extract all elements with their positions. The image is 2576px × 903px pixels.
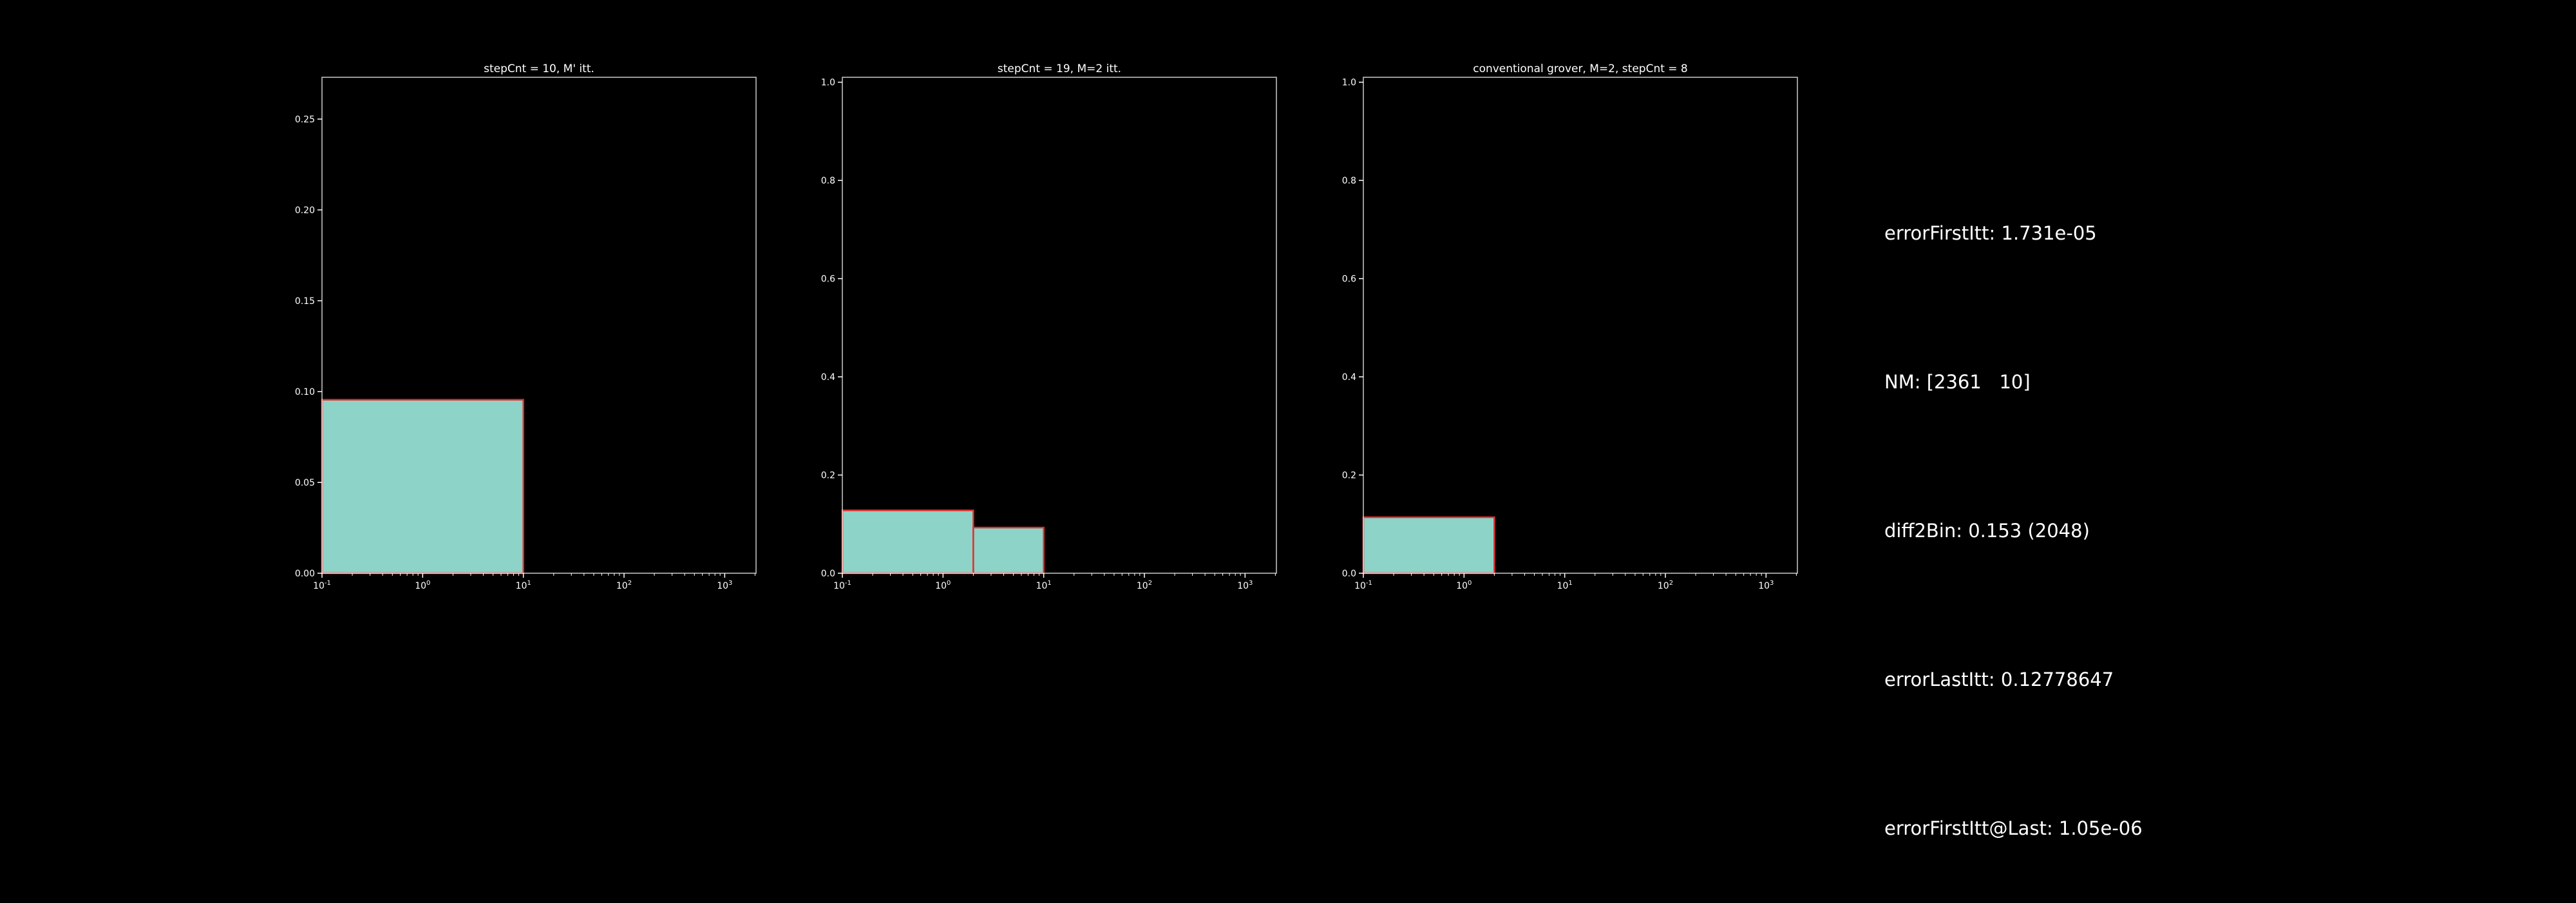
- x-tick-label: 101: [1557, 580, 1573, 591]
- x-tick-label: 102: [1658, 580, 1673, 591]
- y-tick-label: 0.10: [295, 387, 315, 397]
- y-tick-label: 0.6: [821, 274, 835, 285]
- y-tick-label: 0.6: [1342, 274, 1356, 285]
- chart-title: stepCnt = 19, M=2 itt.: [998, 62, 1121, 75]
- x-tick-label: 102: [616, 580, 632, 591]
- y-tick-label: 1.0: [1342, 78, 1356, 88]
- x-tick-label: 100: [1456, 580, 1472, 591]
- x-tick-label: 101: [1036, 580, 1052, 591]
- chart-2: stepCnt = 19, M=2 itt. 0.0 0.2 0.4 0.6 0.8 1.0…: [821, 62, 1277, 591]
- y-tick-label: 0.2: [821, 471, 835, 481]
- info-panel: errorFirstItt: 1.731e-05 NM: [2361 10] d…: [1884, 109, 2143, 903]
- y-tick-label: 0.15: [295, 296, 315, 307]
- chart-3: conventional grover, M=2, stepCnt = 8 0.0…: [1342, 62, 1798, 591]
- histogram-bar: [1362, 516, 1495, 575]
- y-tick-label: 1.0: [821, 78, 835, 88]
- y-tick-label: 0.20: [295, 205, 315, 216]
- histogram-bar: [321, 399, 524, 575]
- x-tick-label: 10-1: [833, 580, 851, 591]
- x-tick-label: 101: [516, 580, 531, 591]
- y-tick-label: 0.05: [295, 478, 315, 488]
- info-line-error-first-itt: errorFirstItt: 1.731e-05: [1884, 222, 2097, 244]
- axes-frame: [842, 77, 1277, 574]
- info-line-nm: NM: [2361 10]: [1884, 371, 2031, 393]
- chart-title: conventional grover, M=2, stepCnt = 8: [1473, 62, 1688, 75]
- x-tick-label: 103: [1237, 580, 1253, 591]
- y-tick-label: 0.2: [1342, 471, 1356, 481]
- y-tick-label: 0.4: [1342, 372, 1356, 383]
- info-line-error-last-itt: errorLastItt: 0.12778647: [1884, 669, 2114, 690]
- histogram-bar: [972, 526, 1045, 575]
- x-tick-label: 103: [717, 580, 732, 591]
- chart-1: stepCnt = 10, M' itt. 0.00 0.05 0.10 0.15 0.2…: [295, 62, 757, 591]
- x-tick-label: 100: [415, 580, 430, 591]
- x-tick-label: 10-1: [1354, 580, 1372, 591]
- y-tick-label: 0.0: [821, 569, 835, 579]
- y-tick-label: 0.8: [1342, 176, 1356, 186]
- y-tick-label: 0.0: [1342, 569, 1356, 579]
- axes-frame: [1363, 77, 1798, 574]
- axes-frame: [321, 77, 757, 574]
- y-tick-label: 0.00: [295, 569, 315, 579]
- info-line-error-first-itt-at-last: errorFirstItt@Last: 1.05e-06: [1884, 817, 2143, 839]
- info-line-diff2bin: diff2Bin: 0.153 (2048): [1884, 520, 2090, 542]
- x-tick-label: 102: [1137, 580, 1152, 591]
- y-tick-label: 0.25: [295, 115, 315, 125]
- y-tick-label: 0.4: [821, 372, 835, 383]
- x-tick-label: 100: [935, 580, 951, 591]
- figure-canvas: stepCnt = 10, M' itt. 0.00 0.05 0.10 0.15 0.2…: [295, 62, 1798, 591]
- y-tick-label: 0.8: [821, 176, 835, 186]
- x-tick-label: 10-1: [313, 580, 331, 591]
- chart-title: stepCnt = 10, M' itt.: [484, 62, 594, 75]
- histogram-bar: [841, 509, 974, 575]
- x-tick-label: 103: [1758, 580, 1774, 591]
